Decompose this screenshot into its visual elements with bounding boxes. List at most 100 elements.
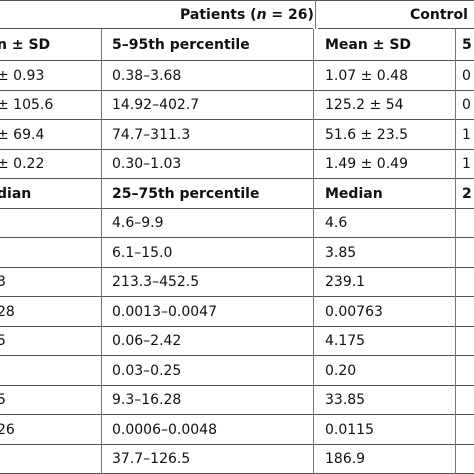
table-cell: 1 (462, 126, 471, 143)
column-rule (455, 356, 456, 386)
column-rule (101, 238, 102, 268)
rule (0, 178, 474, 179)
column-rule (455, 238, 456, 268)
column-rule (101, 149, 102, 179)
rule (0, 237, 474, 238)
rule (0, 60, 474, 61)
column-rule (101, 326, 102, 356)
table-cell: 3 (0, 274, 6, 291)
table-cell: 0.38–3.68 (112, 67, 182, 84)
column-rule (313, 90, 314, 120)
column-rule (101, 356, 102, 386)
table-cell: 5 (0, 392, 6, 409)
table-cell: 5 (0, 333, 6, 350)
table-cell: 4.6–9.9 (112, 215, 164, 232)
rule (0, 207, 474, 209)
table-cell: 3.85 (325, 244, 357, 261)
column-rule (101, 120, 102, 150)
table-cell: 33.85 (325, 392, 366, 409)
column-rule (313, 29, 314, 61)
table-cell: 0.30–1.03 (112, 156, 182, 173)
table-cell: 0.20 (325, 362, 357, 379)
column-rule (313, 356, 314, 386)
column-rule (455, 149, 456, 179)
column-rule (455, 385, 456, 415)
table-cell: ± 0.22 (0, 156, 45, 173)
column-rule (101, 208, 102, 238)
table-cell: 5 (462, 37, 472, 53)
column-rule (101, 415, 102, 445)
column-rule (455, 120, 456, 150)
column-rule (101, 444, 102, 474)
table-cell: 4.175 (325, 333, 366, 350)
column-rule (313, 415, 314, 445)
column-rule (455, 179, 456, 209)
column-rule (455, 90, 456, 120)
table-cell: ± 105.6 (0, 97, 54, 114)
column-rule (101, 90, 102, 120)
column-rule (455, 29, 456, 61)
table-cell: 6.1–15.0 (112, 244, 173, 261)
column-rule (101, 179, 102, 209)
column-rule (455, 415, 456, 445)
rule (0, 28, 313, 29)
rule (0, 119, 474, 120)
column-rule (313, 149, 314, 179)
rule (0, 414, 474, 415)
table-cell: 9.3–16.28 (112, 392, 182, 409)
table-cell: 4.6 (325, 215, 348, 232)
table-cell: dian (0, 185, 32, 202)
table-cell: Mean ± SD (325, 37, 412, 53)
rule (0, 384, 474, 386)
column-rule (313, 267, 314, 297)
table-cell: 37.7–126.5 (112, 451, 191, 468)
column-rule (101, 267, 102, 297)
group-header: Control (410, 7, 468, 23)
rule (0, 443, 474, 445)
table-cell: 25–75th percentile (112, 185, 260, 202)
column-rule (313, 120, 314, 150)
header-text: n (256, 6, 267, 23)
column-rule (455, 61, 456, 91)
rule (0, 266, 474, 268)
rule (318, 28, 474, 29)
table-cell: 2 (462, 185, 472, 202)
column-rule (455, 208, 456, 238)
table-cell: 0.0115 (325, 421, 374, 438)
table-cell: 125.2 ± 54 (325, 97, 404, 114)
column-rule (313, 326, 314, 356)
header-text: Patients ( (180, 6, 257, 23)
table-cell: 186.9 (325, 451, 366, 468)
table-cell: 5–95th percentile (112, 37, 250, 53)
table-cell: 51.6 ± 23.5 (325, 126, 408, 143)
table-cell: 0.06–2.42 (112, 333, 182, 350)
table-cell: 0.0006–0.0048 (112, 421, 217, 438)
table-cell: ± 0.93 (0, 67, 45, 84)
table-cell: 0.03–0.25 (112, 362, 182, 379)
column-rule (455, 444, 456, 474)
table-cell: 26 (0, 421, 15, 438)
table-cell: 28 (0, 303, 15, 320)
table-cell: 0 (462, 67, 471, 84)
column-rule (313, 385, 314, 415)
rule (0, 0, 474, 1)
table-cell: 0 (462, 97, 471, 114)
rule (0, 325, 474, 327)
table-cell: 1.07 ± 0.48 (325, 67, 408, 84)
column-rule (101, 61, 102, 91)
table-cell: 0.0013–0.0047 (112, 303, 217, 320)
column-rule (313, 208, 314, 238)
table-cell: 0.00763 (325, 303, 383, 320)
column-rule (313, 444, 314, 474)
table-cell: 1 (462, 156, 471, 173)
table-cell: 239.1 (325, 274, 366, 291)
table-cell: ± 69.4 (0, 126, 45, 143)
header-text: Control (410, 6, 468, 23)
rule (0, 148, 474, 150)
rule (0, 355, 474, 356)
table-cell: 1.49 ± 0.49 (325, 156, 408, 173)
column-rule (101, 29, 102, 61)
column-rule (455, 326, 456, 356)
column-rule (313, 179, 314, 209)
rule (0, 89, 474, 91)
